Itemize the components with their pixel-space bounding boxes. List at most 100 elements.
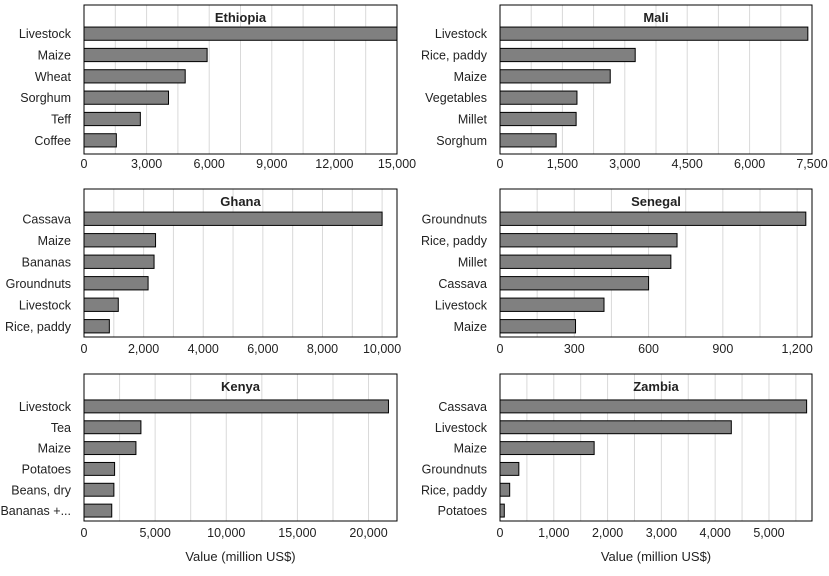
category-label: Teff (51, 113, 71, 127)
x-tick-label: 5,000 (139, 526, 170, 540)
x-tick-label: 900 (712, 342, 733, 356)
category-label: Coffee (34, 134, 71, 148)
category-label: Beans, dry (11, 483, 72, 497)
x-axis-label: Value (million US$) (185, 549, 295, 564)
bar-maize (499, 69, 611, 84)
category-label: Millet (458, 113, 488, 127)
x-tick-label: 2,000 (592, 526, 623, 540)
category-label: Rice, paddy (421, 49, 488, 63)
bar-rice-paddy (83, 319, 110, 334)
panel-title: Mali (643, 10, 668, 25)
bar-millet (499, 254, 672, 269)
x-tick-label: 300 (564, 342, 585, 356)
category-label: Maize (454, 70, 487, 84)
bar-groundnuts (83, 276, 149, 291)
x-tick-label: 7,500 (796, 157, 827, 171)
bar-vegetables (499, 90, 578, 105)
category-label: Vegetables (425, 91, 487, 105)
x-tick-label: 0 (81, 342, 88, 356)
bar-beans-dry (83, 482, 115, 497)
x-tick-label: 4,500 (672, 157, 703, 171)
category-label: Wheat (35, 70, 72, 84)
x-tick-label: 15,000 (278, 526, 316, 540)
chart-panel-zambia: Zambia Cassava Livestock Maize Groundnuts Ric… (421, 373, 813, 564)
x-tick-label: 3,000 (646, 526, 677, 540)
category-label: Bananas +... (0, 504, 71, 518)
x-tick-label: 6,000 (194, 157, 225, 171)
bar-maize (499, 441, 595, 456)
chart-panel-ethiopia: Ethiopia Livestock Maize Wheat Sorghum Teff Co… (19, 4, 416, 171)
x-tick-label: 0 (81, 526, 88, 540)
bar-maize (83, 233, 157, 248)
category-label: Cassava (438, 400, 487, 414)
bar-coffee (83, 133, 117, 148)
x-tick-label: 15,000 (378, 157, 416, 171)
category-label: Sorghum (20, 91, 71, 105)
category-label: Sorghum (436, 134, 487, 148)
bar-maize (499, 319, 577, 334)
x-tick-label: 1,200 (782, 342, 813, 356)
x-tick-label: 0 (497, 157, 504, 171)
x-axis-label: Value (million US$) (601, 549, 711, 564)
x-tick-label: 2,000 (128, 342, 159, 356)
chart-panel-mali: Mali Livestock Rice, paddy Maize Vegetables M… (421, 4, 828, 171)
x-tick-label: 1,500 (547, 157, 578, 171)
category-label: Livestock (19, 27, 72, 41)
bar-livestock (499, 297, 605, 312)
x-tick-label: 4,000 (188, 342, 219, 356)
category-label: Maize (38, 234, 71, 248)
category-label: Rice, paddy (421, 234, 488, 248)
x-tick-label: 1,000 (538, 526, 569, 540)
x-tick-label: 10,000 (363, 342, 401, 356)
bar-livestock (499, 26, 809, 41)
category-label: Livestock (19, 400, 72, 414)
bar-bananas (83, 254, 155, 269)
bar-groundnuts (499, 211, 807, 226)
x-tick-label: 0 (497, 526, 504, 540)
category-label: Tea (51, 421, 71, 435)
chart-panel-ghana: Ghana Cassava Maize Bananas Groundnuts Livest… (5, 188, 401, 356)
bar-livestock (83, 297, 119, 312)
category-label: Groundnuts (422, 212, 487, 226)
bar-cassava (83, 211, 383, 226)
bar-bananas (83, 503, 113, 518)
category-label: Maize (454, 320, 487, 334)
category-label: Potatoes (22, 462, 71, 476)
bar-rice-paddy (499, 233, 678, 248)
x-tick-label: 10,000 (207, 526, 245, 540)
x-tick-label: 0 (497, 342, 504, 356)
x-tick-label: 8,000 (307, 342, 338, 356)
x-tick-label: 6,000 (734, 157, 765, 171)
x-tick-label: 0 (81, 157, 88, 171)
bar-livestock (83, 399, 389, 414)
x-tick-label: 9,000 (256, 157, 287, 171)
category-label: Maize (38, 442, 71, 456)
x-tick-label: 5,000 (753, 526, 784, 540)
category-label: Maize (454, 442, 487, 456)
category-label: Potatoes (438, 504, 487, 518)
panel-title: Ghana (220, 194, 261, 209)
category-label: Bananas (22, 255, 71, 269)
bar-potatoes (83, 461, 116, 476)
bar-cassava (499, 276, 650, 291)
bar-tea (83, 420, 142, 435)
category-label: Rice, paddy (5, 320, 72, 334)
category-label: Livestock (435, 421, 488, 435)
bar-sorghum (83, 90, 170, 105)
x-tick-label: 6,000 (247, 342, 278, 356)
panel-title: Ethiopia (215, 10, 267, 25)
category-label: Maize (38, 49, 71, 63)
category-label: Livestock (435, 27, 488, 41)
panel-title: Senegal (631, 194, 681, 209)
chart-panel-senegal: Senegal Groundnuts Rice, paddy Millet Cassav… (421, 188, 813, 356)
x-tick-label: 12,000 (315, 157, 353, 171)
bar-livestock (83, 26, 398, 41)
bar-teff (83, 111, 141, 127)
bar-potatoes (499, 503, 505, 518)
x-tick-label: 4,000 (700, 526, 731, 540)
x-tick-label: 3,000 (609, 157, 640, 171)
category-label: Livestock (19, 298, 72, 312)
bar-groundnuts (499, 461, 520, 476)
category-label: Cassava (22, 212, 71, 226)
